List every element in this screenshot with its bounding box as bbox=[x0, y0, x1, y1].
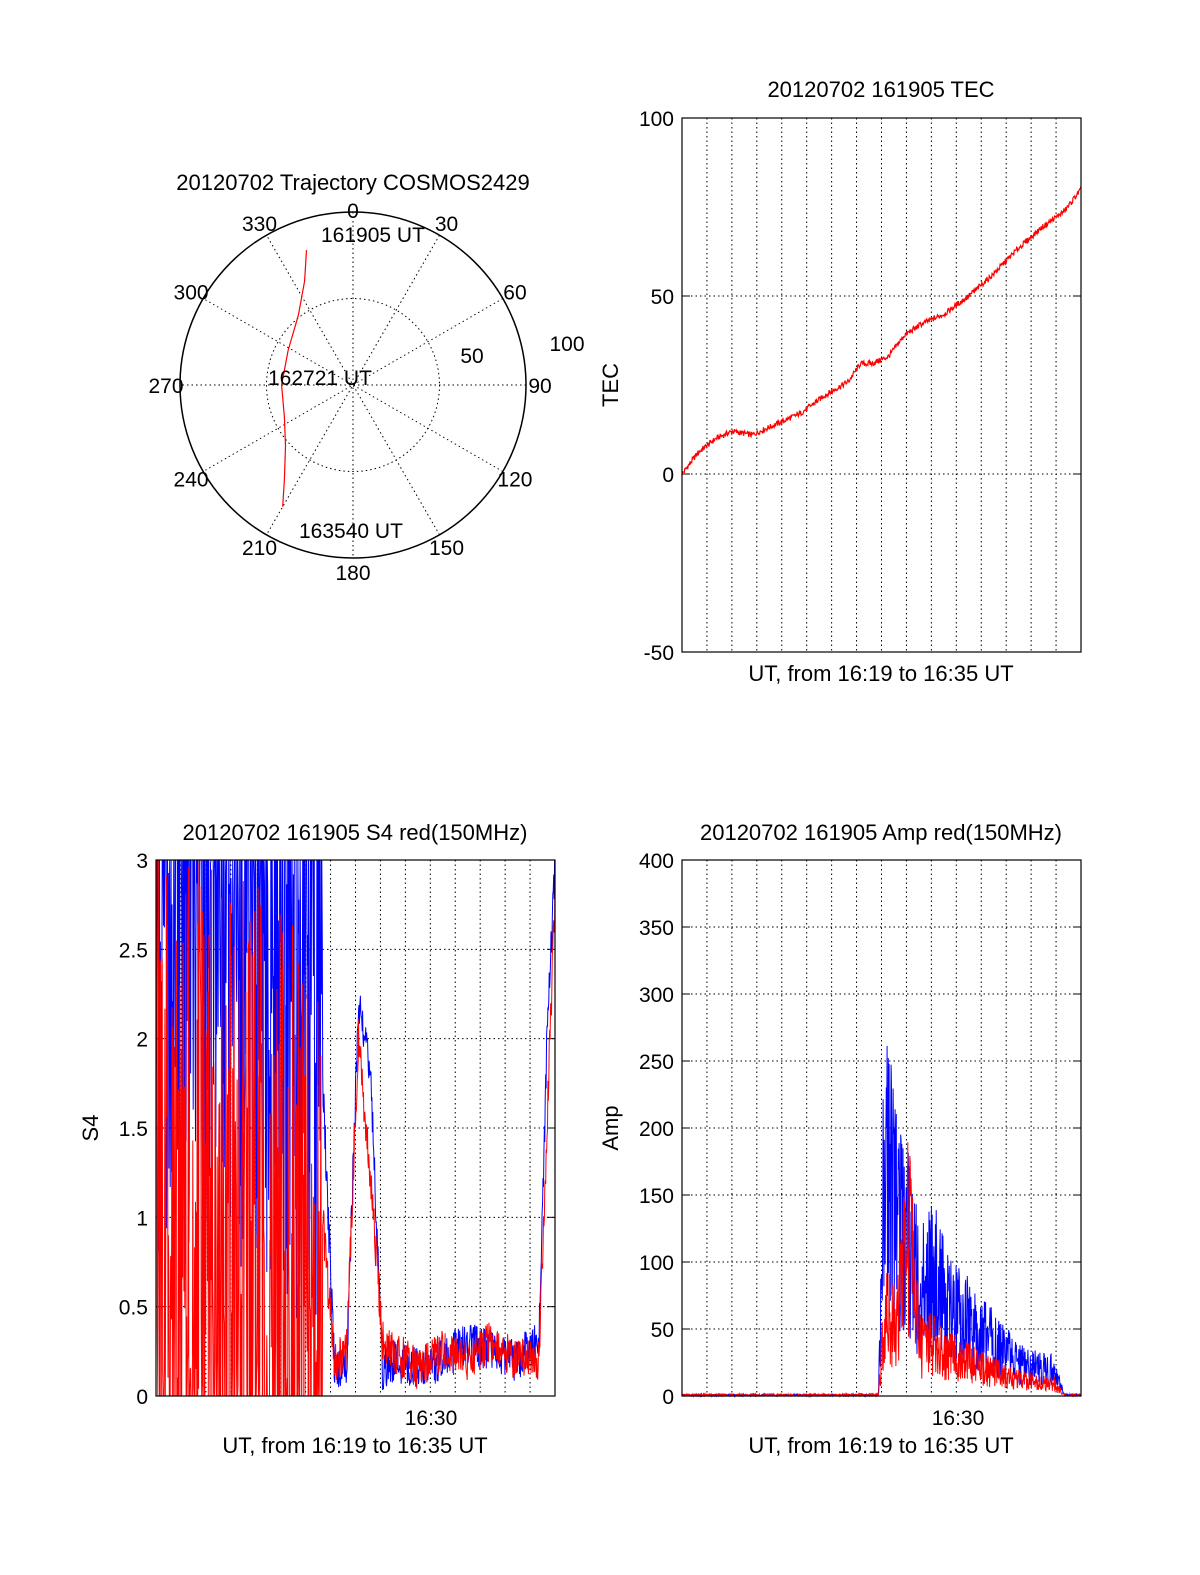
amp-panel: 20120702 161905 Amp red(150MHz) 0 50 100 15… bbox=[598, 820, 1082, 1458]
polar-spoke bbox=[202, 298, 504, 472]
amp-y-tick-150: 150 bbox=[639, 1185, 674, 1208]
s4-y-axis-label: S4 bbox=[78, 1115, 103, 1142]
polar-annotation-end: 163540 UT bbox=[299, 520, 403, 543]
polar-radial-label-50: 50 bbox=[460, 345, 483, 368]
s4-y-tick-2.5: 2.5 bbox=[119, 939, 148, 962]
polar-spokes bbox=[180, 212, 526, 558]
tec-y-tick-50: 50 bbox=[651, 286, 674, 309]
amp-plot-frame bbox=[681, 859, 1082, 1397]
polar-azimuth-label-210: 210 bbox=[242, 537, 277, 560]
polar-spoke bbox=[266, 234, 440, 536]
amp-series-line-red bbox=[681, 1142, 1082, 1398]
tec-grid bbox=[682, 117, 1081, 653]
amp-y-tick-50: 50 bbox=[651, 1319, 674, 1342]
amp-y-tick-350: 350 bbox=[639, 917, 674, 940]
tec-y-tick--50: -50 bbox=[644, 642, 674, 665]
s4-y-tick-1: 1 bbox=[136, 1207, 148, 1230]
tec-plot-frame bbox=[681, 117, 1082, 653]
amp-y-tick-0: 0 bbox=[662, 1386, 674, 1409]
polar-azimuth-label-90: 90 bbox=[528, 375, 551, 398]
s4-x-axis-label: UT, from 16:19 to 16:35 UT bbox=[222, 1433, 487, 1458]
tec-y-tick-100: 100 bbox=[639, 108, 674, 131]
polar-spoke bbox=[202, 298, 504, 472]
s4-y-tick-2: 2 bbox=[136, 1029, 148, 1052]
s4-y-tick-3: 3 bbox=[136, 850, 148, 873]
amp-y-tick-250: 250 bbox=[639, 1051, 674, 1074]
polar-annotation-start: 161905 UT bbox=[321, 224, 425, 247]
tec-y-axis-label: TEC bbox=[598, 363, 623, 407]
tec-x-axis-label: UT, from 16:19 to 16:35 UT bbox=[748, 661, 1013, 686]
polar-trajectory-line bbox=[280, 250, 308, 507]
polar-azimuth-label-60: 60 bbox=[503, 282, 526, 305]
amp-y-tick-100: 100 bbox=[639, 1252, 674, 1275]
polar-azimuth-label-270: 270 bbox=[148, 375, 183, 398]
polar-azimuth-label-150: 150 bbox=[429, 537, 464, 560]
polar-azimuth-label-0: 0 bbox=[347, 200, 359, 223]
s4-y-tick-labels: 0 0.5 1 1.5 2 2.5 3 bbox=[119, 850, 148, 1409]
polar-azimuth-label-30: 30 bbox=[435, 213, 458, 236]
tec-title: 20120702 161905 TEC bbox=[767, 77, 994, 102]
amp-grid bbox=[682, 859, 1081, 1397]
polar-title: 20120702 Trajectory COSMOS2429 bbox=[176, 170, 529, 195]
amp-title: 20120702 161905 Amp red(150MHz) bbox=[700, 820, 1062, 845]
s4-y-tick-0: 0 bbox=[136, 1386, 148, 1409]
polar-azimuth-label-180: 180 bbox=[335, 562, 370, 585]
polar-panel: 20120702 Trajectory COSMOS2429 0 30 60 90 12… bbox=[148, 170, 584, 585]
amp-y-tick-300: 300 bbox=[639, 984, 674, 1007]
tec-y-tick-labels: -50 0 50 100 bbox=[639, 108, 674, 665]
amp-y-axis-label: Amp bbox=[598, 1105, 623, 1150]
s4-y-tick-0.5: 0.5 bbox=[119, 1297, 148, 1320]
amp-y-tick-labels: 0 50 100 150 200 250 300 350 400 bbox=[639, 850, 674, 1409]
s4-plot-frame bbox=[155, 859, 556, 1397]
polar-azimuth-label-330: 330 bbox=[242, 213, 277, 236]
polar-azimuth-label-120: 120 bbox=[497, 469, 532, 492]
tec-panel: 20120702 161905 TEC -50 0 50 100 TEC UT, fr… bbox=[598, 77, 1082, 686]
polar-spoke bbox=[266, 234, 440, 536]
s4-x-tick-label: 16:30 bbox=[405, 1407, 458, 1430]
amp-x-axis-label: UT, from 16:19 to 16:35 UT bbox=[748, 1433, 1013, 1458]
polar-azimuth-label-300: 300 bbox=[174, 282, 209, 305]
amp-x-tick-label: 16:30 bbox=[932, 1407, 985, 1430]
s4-y-tick-1.5: 1.5 bbox=[119, 1118, 148, 1141]
tec-series-line bbox=[681, 186, 1082, 476]
polar-radial-label-100: 100 bbox=[549, 333, 584, 356]
polar-azimuth-label-240: 240 bbox=[174, 469, 209, 492]
amp-y-tick-400: 400 bbox=[639, 850, 674, 873]
tec-y-tick-0: 0 bbox=[662, 464, 674, 487]
s4-title: 20120702 161905 S4 red(150MHz) bbox=[183, 820, 528, 845]
amp-y-tick-200: 200 bbox=[639, 1118, 674, 1141]
s4-panel: 20120702 161905 S4 red(150MHz) 0 0.5 1 1.5 2… bbox=[78, 820, 556, 1458]
polar-azimuth-labels: 0 30 60 90 120 150 180 210 240 270 300 330 bbox=[148, 200, 551, 585]
polar-annotation-mid: 162721 UT bbox=[268, 367, 372, 390]
